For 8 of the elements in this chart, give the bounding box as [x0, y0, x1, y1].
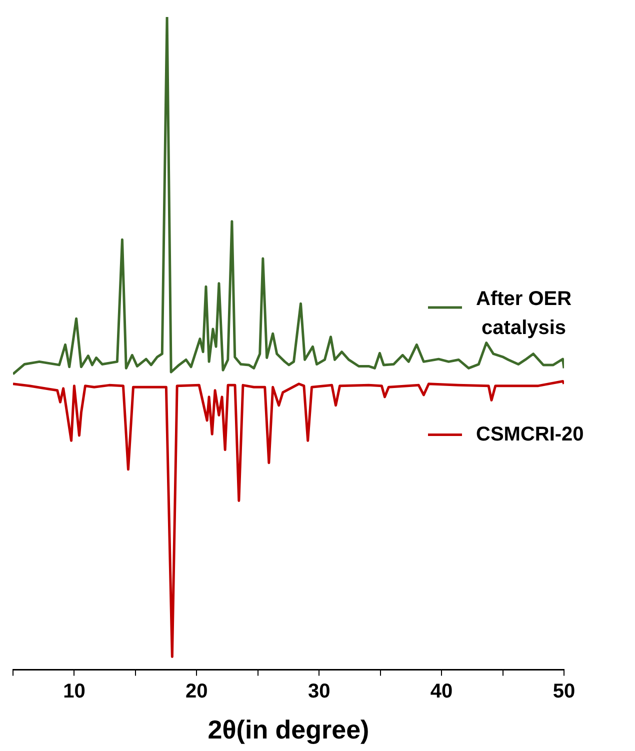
x-tick-label: 50 — [552, 680, 576, 702]
x-tick-label: 10 — [63, 680, 86, 702]
x-tick-label: 40 — [430, 680, 453, 702]
x-tick-label: 20 — [186, 680, 208, 702]
x-axis-title: 2θ(in degree) — [208, 714, 370, 745]
x-tick-label: 30 — [308, 680, 330, 702]
legend-label: After OER catalysis — [476, 288, 572, 340]
legend-label: CSMCRI-20 — [476, 423, 584, 446]
